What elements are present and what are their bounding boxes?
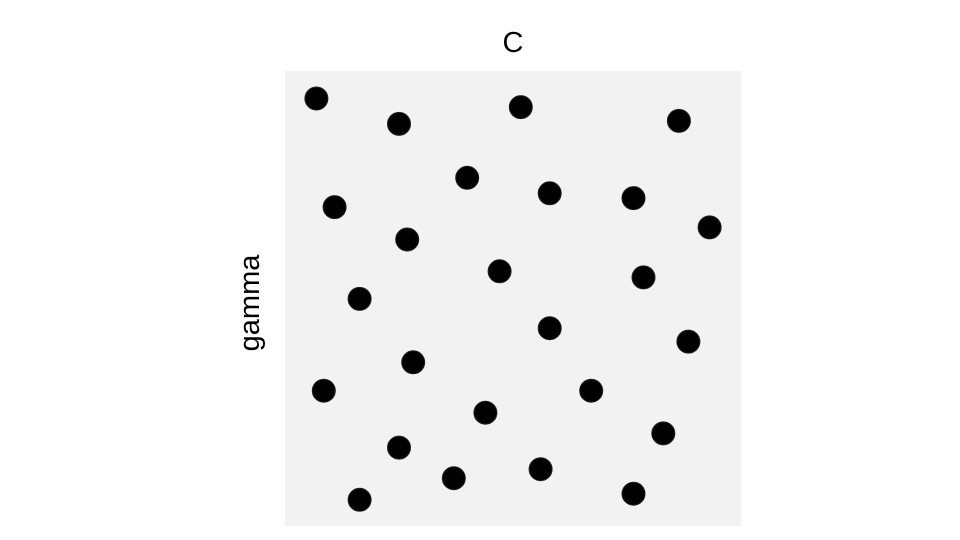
data-point-24 — [347, 487, 372, 512]
data-point-16 — [401, 350, 426, 375]
data-point-23 — [441, 466, 466, 491]
data-point-14 — [537, 316, 562, 341]
data-point-22 — [528, 457, 553, 482]
data-point-9 — [697, 215, 722, 240]
data-point-18 — [579, 378, 604, 403]
data-point-25 — [621, 481, 646, 506]
data-point-15 — [676, 329, 701, 354]
data-point-13 — [347, 286, 372, 311]
data-point-8 — [322, 195, 347, 220]
data-point-19 — [473, 400, 498, 425]
data-point-3 — [508, 95, 533, 120]
data-point-1 — [304, 86, 329, 111]
points-layer — [304, 86, 722, 512]
data-point-5 — [455, 165, 480, 190]
data-point-2 — [387, 111, 411, 136]
y-axis-title: gamma — [234, 254, 266, 352]
data-point-21 — [387, 435, 411, 460]
data-point-12 — [631, 265, 656, 290]
data-point-4 — [666, 108, 691, 133]
data-point-20 — [651, 421, 676, 446]
data-point-11 — [487, 259, 512, 284]
x-axis-title: C — [503, 27, 524, 59]
data-point-17 — [311, 378, 336, 403]
data-point-7 — [621, 186, 646, 211]
data-point-10 — [395, 227, 420, 252]
data-point-6 — [537, 181, 562, 206]
